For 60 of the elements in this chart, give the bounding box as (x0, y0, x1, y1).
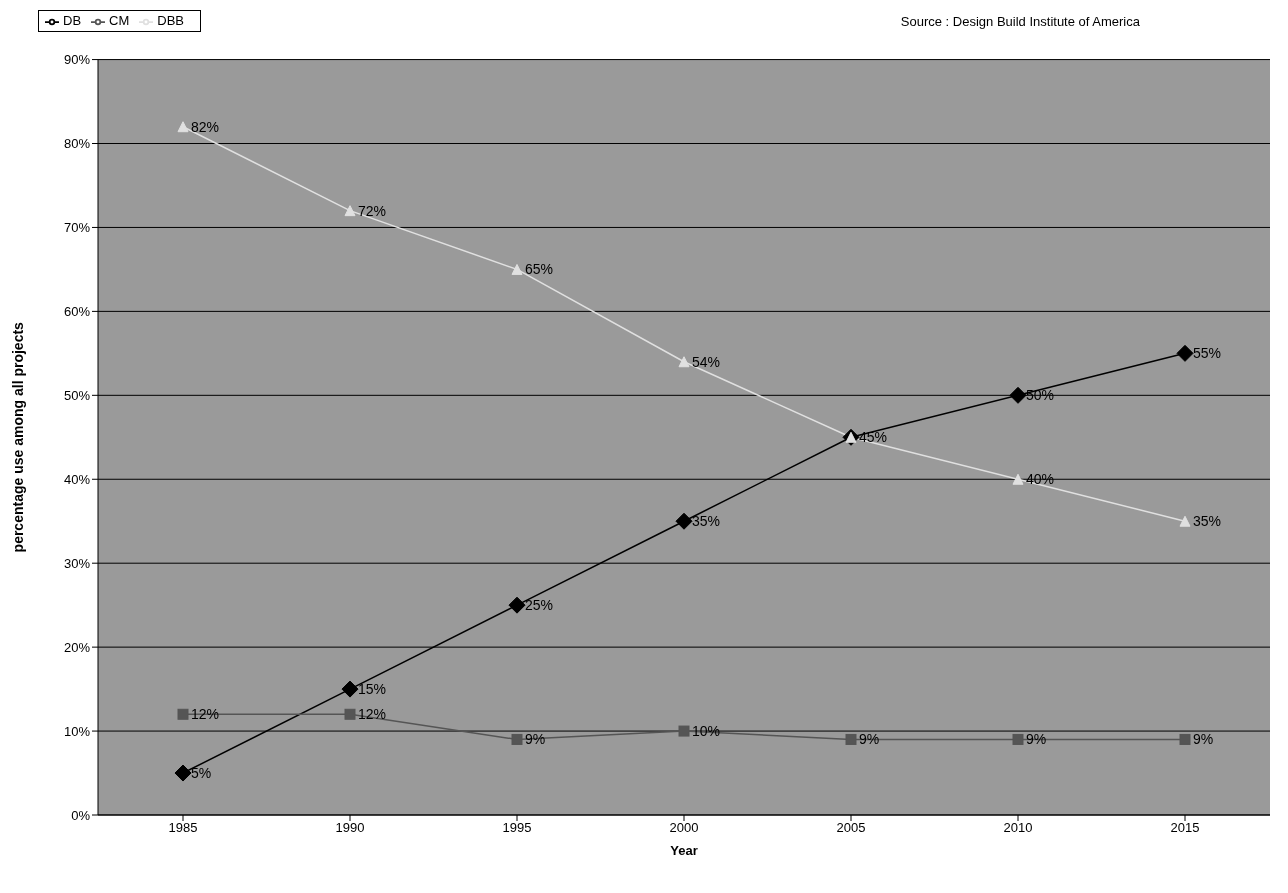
y-tick-label: 70% (63, 220, 91, 236)
y-tick-label: 30% (63, 555, 91, 571)
data-label: 35% (1193, 513, 1222, 530)
data-label: 9% (525, 731, 546, 748)
x-tick-label: 1990 (335, 820, 365, 836)
point (511, 733, 523, 745)
point (1012, 733, 1024, 745)
x-tick-label: 2010 (1003, 820, 1033, 836)
x-tick-label: 2000 (669, 820, 699, 836)
data-label: 54% (692, 353, 721, 370)
data-label: 55% (1193, 345, 1222, 362)
data-label: 12% (191, 706, 220, 723)
data-label: 12% (358, 706, 387, 723)
y-tick-label: 20% (63, 639, 91, 655)
y-tick-label: 0% (71, 807, 91, 823)
point (344, 205, 356, 217)
y-tick-label: 50% (63, 387, 91, 403)
x-tick-label: 1995 (502, 820, 532, 836)
data-label: 5% (191, 765, 212, 782)
data-label: 25% (525, 597, 554, 614)
point (508, 596, 526, 614)
point (1009, 386, 1027, 404)
point (1012, 473, 1024, 485)
legend-label: DBB (157, 13, 185, 28)
point (845, 733, 857, 745)
point (1179, 733, 1191, 745)
point (1179, 515, 1191, 527)
y-tick-label: 80% (63, 136, 91, 152)
data-label: 82% (191, 118, 220, 135)
data-label: 15% (358, 681, 387, 698)
point (177, 708, 189, 720)
point (678, 725, 690, 737)
point (511, 263, 523, 275)
x-tick-label: 2015 (1170, 820, 1200, 836)
point (177, 121, 189, 133)
data-label: 9% (1026, 731, 1047, 748)
point (341, 680, 359, 698)
x-tick-label: 2005 (836, 820, 866, 836)
source-note: Source : Design Build Institute of America (900, 14, 1140, 29)
data-label: 9% (859, 731, 880, 748)
x-tick-label: 1985 (168, 820, 198, 836)
legend-label: DB (63, 13, 82, 28)
data-label: 35% (692, 513, 721, 530)
data-label: 45% (859, 429, 888, 446)
y-tick-label: 10% (63, 723, 91, 739)
point (678, 356, 690, 368)
data-label: 65% (525, 261, 554, 278)
point (344, 708, 356, 720)
y-tick-label: 60% (63, 303, 91, 319)
y-tick-label: 40% (63, 471, 91, 487)
legend-label: CM (109, 13, 130, 28)
point (675, 512, 693, 530)
y-axis-title: percentage use among all projects (9, 321, 26, 553)
data-label: 9% (1193, 731, 1214, 748)
y-tick-label: 90% (63, 52, 91, 68)
point (174, 764, 192, 782)
x-axis-title: Year (670, 843, 698, 858)
data-label: 10% (692, 723, 721, 740)
data-label: 72% (358, 202, 387, 219)
point (1176, 344, 1194, 362)
